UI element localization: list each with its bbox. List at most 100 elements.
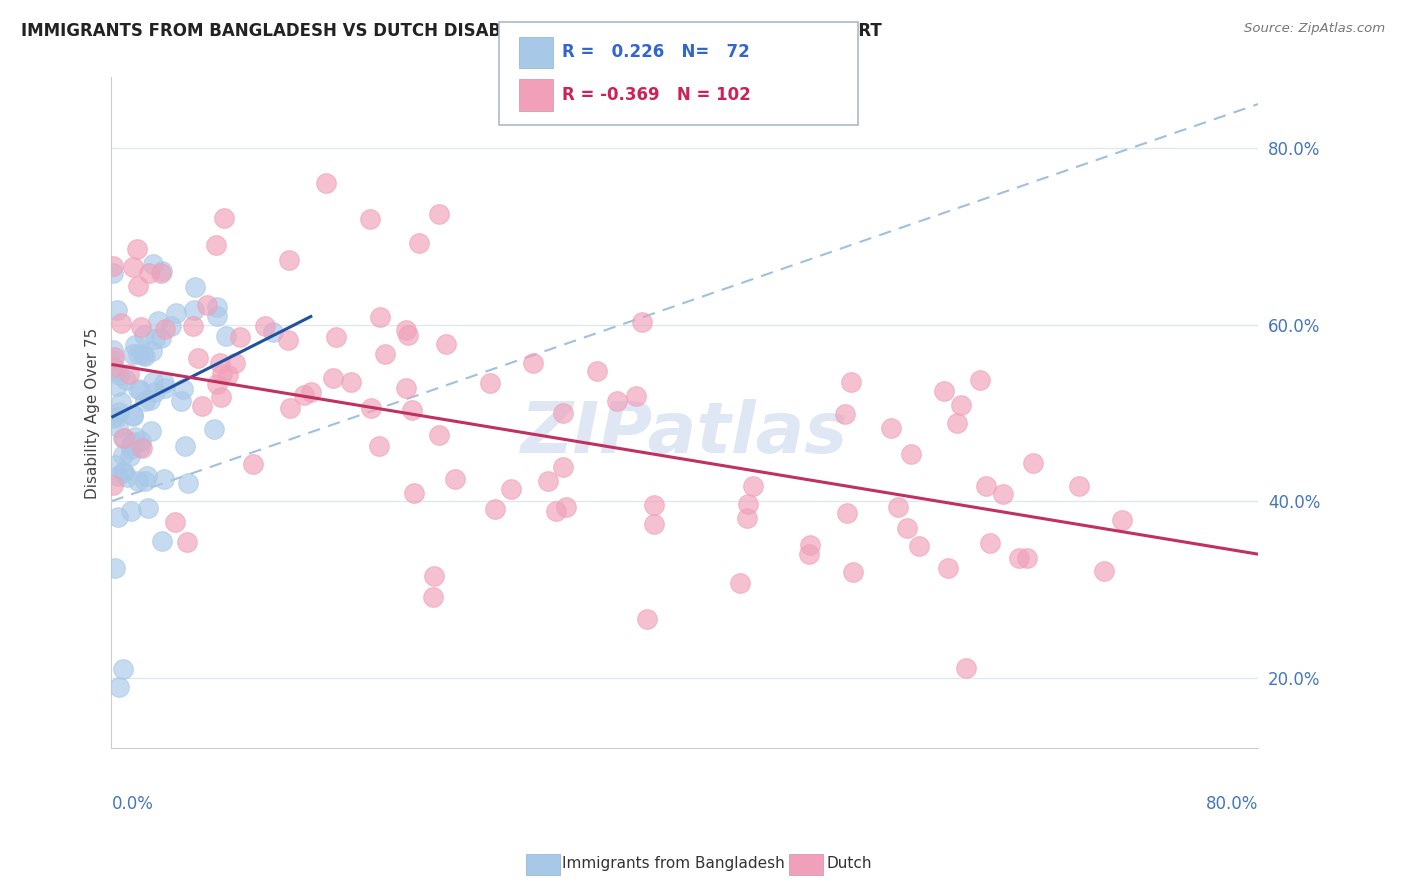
Point — [143, 332, 166, 346]
Point — [101, 353, 124, 368]
Point — [132, 348, 155, 362]
Point — [444, 472, 467, 486]
Point — [211, 367, 233, 381]
Point — [979, 536, 1001, 550]
Point — [110, 395, 132, 409]
Point — [299, 384, 322, 399]
Point — [1067, 479, 1090, 493]
Point — [630, 315, 652, 329]
Point — [643, 498, 665, 512]
Point — [118, 449, 141, 463]
Text: ZIPatlas: ZIPatlas — [522, 399, 849, 467]
Point — [160, 318, 183, 333]
Point — [129, 320, 152, 334]
Point — [839, 376, 862, 390]
Point — [368, 310, 391, 325]
Point — [586, 364, 609, 378]
Point — [1111, 513, 1133, 527]
Point — [993, 487, 1015, 501]
Point — [195, 298, 218, 312]
Point — [112, 465, 135, 479]
Point — [134, 394, 156, 409]
Point — [122, 260, 145, 274]
Point — [176, 534, 198, 549]
Point — [742, 479, 765, 493]
Point — [887, 500, 910, 514]
Point — [153, 322, 176, 336]
Point — [115, 470, 138, 484]
Point — [150, 266, 173, 280]
Point — [122, 409, 145, 423]
Point — [262, 326, 284, 340]
Point — [478, 376, 501, 391]
Point — [191, 400, 214, 414]
Point — [427, 207, 450, 221]
Text: IMMIGRANTS FROM BANGLADESH VS DUTCH DISABILITY AGE OVER 75 CORRELATION CHART: IMMIGRANTS FROM BANGLADESH VS DUTCH DISA… — [21, 22, 882, 40]
Point — [120, 438, 142, 452]
Point — [636, 612, 658, 626]
Point — [127, 383, 149, 397]
Point — [907, 539, 929, 553]
Point — [143, 384, 166, 399]
Point — [101, 360, 124, 375]
Point — [146, 314, 169, 328]
Point — [340, 376, 363, 390]
Point — [110, 316, 132, 330]
Point — [165, 306, 187, 320]
Point — [205, 238, 228, 252]
Point — [104, 561, 127, 575]
Point — [292, 388, 315, 402]
Point — [643, 516, 665, 531]
Point — [131, 441, 153, 455]
Point — [115, 373, 138, 387]
Point — [278, 401, 301, 416]
Point — [211, 390, 233, 404]
Point — [401, 403, 423, 417]
Point — [522, 355, 544, 369]
Point — [141, 344, 163, 359]
Point — [242, 457, 264, 471]
Point — [107, 405, 129, 419]
Point — [127, 347, 149, 361]
Point — [422, 590, 444, 604]
Point — [214, 329, 236, 343]
Point — [111, 662, 134, 676]
Point — [187, 351, 209, 366]
Point — [122, 346, 145, 360]
Point — [104, 458, 127, 473]
Point — [111, 448, 134, 462]
Point — [136, 469, 159, 483]
Point — [103, 351, 125, 365]
Point — [367, 439, 389, 453]
Point — [860, 759, 883, 773]
Point — [107, 468, 129, 483]
Text: R =   0.226   N=   72: R = 0.226 N= 72 — [562, 43, 751, 61]
Point — [150, 264, 173, 278]
Point — [1015, 550, 1038, 565]
Point — [184, 280, 207, 294]
Point — [101, 343, 124, 357]
Point — [124, 430, 146, 444]
Point — [129, 434, 152, 449]
Point — [127, 474, 149, 488]
Point — [101, 260, 124, 274]
Point — [434, 336, 457, 351]
Point — [936, 561, 959, 575]
Point — [395, 381, 418, 395]
Point — [374, 347, 396, 361]
Point — [834, 407, 856, 421]
Text: Source: ZipAtlas.com: Source: ZipAtlas.com — [1244, 22, 1385, 36]
Point — [842, 565, 865, 579]
Point — [359, 211, 381, 226]
Point — [209, 356, 232, 370]
Y-axis label: Disability Age Over 75: Disability Age Over 75 — [86, 327, 100, 499]
Point — [134, 349, 156, 363]
Point — [101, 411, 124, 425]
Point — [121, 409, 143, 423]
Point — [946, 416, 969, 430]
Point — [138, 266, 160, 280]
Point — [120, 504, 142, 518]
Point — [423, 569, 446, 583]
Point — [121, 434, 143, 449]
Point — [484, 502, 506, 516]
